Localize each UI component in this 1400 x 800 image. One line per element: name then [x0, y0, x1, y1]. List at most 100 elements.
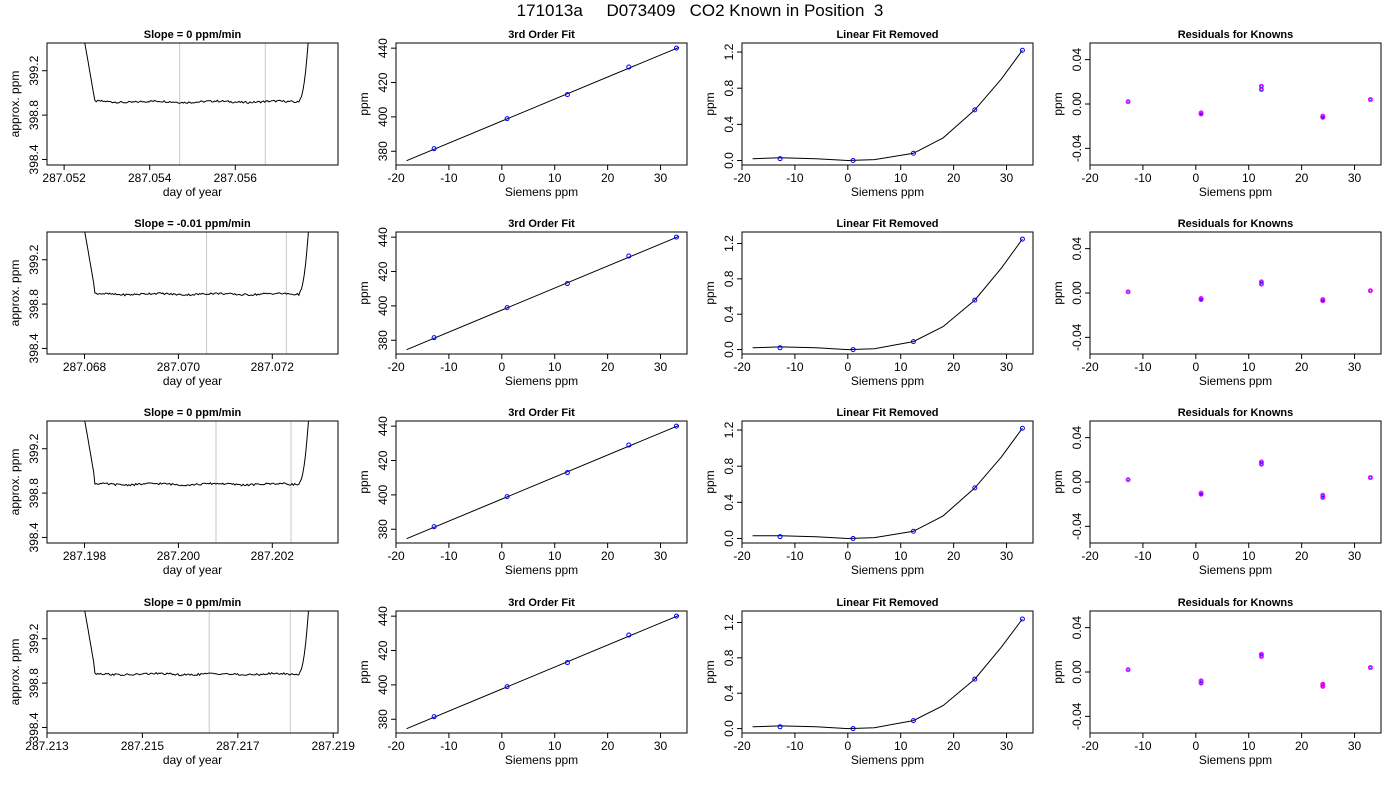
- data-point: [1320, 114, 1326, 120]
- data-point: [850, 726, 856, 732]
- plot-frame: [395, 231, 688, 355]
- data-point: [504, 305, 510, 311]
- chart-panel-r3c1: Slope = 0 ppm/min 287.198 287.200 287.202 39…: [8, 407, 339, 577]
- x-tick-label: -20: [1081, 360, 1099, 374]
- data-point: [1019, 425, 1025, 431]
- data-point: [1258, 461, 1264, 467]
- y-tick-label: 0.04: [1070, 426, 1084, 450]
- y-tick-label: 399.2: [27, 433, 41, 463]
- plot-frame: [46, 420, 339, 544]
- y-tick-label: 0.4: [722, 494, 736, 511]
- data-point: [1125, 477, 1131, 483]
- data-point-overlay: [1126, 668, 1130, 672]
- y-axis-label: ppm: [703, 92, 717, 115]
- y-tick-label: 440: [376, 606, 390, 626]
- data-point: [1320, 298, 1326, 304]
- chart-panel-r1c3: Linear Fit Removed -20 -10 0 10 20 30 0.0 0.4 0.8…: [703, 29, 1034, 199]
- chart-panel-r1c2: 3rd Order Fit -20 -10 0 10 20 30 380 400 420 440 Si…: [357, 29, 688, 199]
- y-tick-label: 0.8: [722, 270, 736, 287]
- data-point: [564, 92, 570, 98]
- panel-title: Linear Fit Removed: [836, 218, 938, 230]
- x-tick-label: 30: [654, 549, 668, 563]
- data-point: [673, 613, 679, 619]
- x-tick-label: 0: [844, 739, 851, 753]
- y-tick-label: 400: [376, 675, 390, 695]
- data-point: [564, 470, 570, 476]
- x-tick-label: 287.215: [121, 739, 165, 753]
- y-tick-label: -0.04: [1070, 134, 1084, 162]
- panel-title: Residuals for Knowns: [1178, 29, 1294, 41]
- x-axis-label: Siemens ppm: [851, 753, 924, 767]
- y-tick-label: 0.0: [722, 720, 736, 737]
- y-tick-label: 420: [376, 72, 390, 92]
- y-tick-label: 400: [376, 296, 390, 316]
- x-axis-label: Siemens ppm: [851, 563, 924, 577]
- data-point: [1258, 459, 1264, 465]
- y-axis-label: ppm: [1051, 470, 1065, 493]
- plot-frame: [1089, 42, 1382, 166]
- data-point: [850, 347, 856, 353]
- x-tick-label: 20: [601, 171, 615, 185]
- data-point: [910, 339, 916, 345]
- y-tick-label: 0.00: [1070, 281, 1084, 305]
- data-point: [1367, 665, 1373, 671]
- data-point: [910, 718, 916, 724]
- y-tick-label: 398.4: [27, 522, 41, 552]
- plot-frame: [741, 610, 1034, 734]
- x-tick-label: 10: [1242, 549, 1256, 563]
- x-tick-label: 20: [601, 360, 615, 374]
- x-tick-label: 0: [498, 549, 505, 563]
- plot-frame: [741, 42, 1034, 166]
- x-tick-label: -10: [786, 171, 804, 185]
- plot-area: [84, 232, 309, 354]
- data-point: [626, 64, 632, 70]
- data-point: [673, 234, 679, 240]
- x-tick-label: -10: [440, 360, 458, 374]
- x-tick-label: -10: [440, 549, 458, 563]
- x-tick-label: 20: [947, 739, 961, 753]
- chart-panel-r3c4: Residuals for Knowns -20 -10 0 10 20 30 -0.04 0.…: [1051, 407, 1382, 577]
- x-tick-label: -20: [733, 739, 751, 753]
- plot-area: [752, 236, 1025, 353]
- y-tick-label: 0.00: [1070, 470, 1084, 494]
- data-point: [431, 335, 437, 341]
- y-tick-label: 398.8: [27, 478, 41, 508]
- y-tick-label: 398.4: [27, 144, 41, 174]
- concentration-trace: [84, 421, 309, 487]
- x-tick-label: 0: [844, 360, 851, 374]
- x-tick-label: 10: [1242, 739, 1256, 753]
- plot-frame: [741, 231, 1034, 355]
- plot-frame: [395, 610, 688, 734]
- y-tick-label: 400: [376, 107, 390, 127]
- chart-panel-r2c3: Linear Fit Removed -20 -10 0 10 20 30 0.0 0.4 0.8…: [703, 218, 1034, 388]
- y-tick-label: -0.04: [1070, 702, 1084, 730]
- data-point-overlay: [1321, 496, 1325, 499]
- plot-area: [406, 423, 680, 540]
- data-point-overlay: [1199, 681, 1203, 685]
- data-point: [431, 714, 437, 720]
- panel-title: Residuals for Knowns: [1178, 218, 1294, 230]
- y-tick-label: 0.04: [1070, 237, 1084, 261]
- x-tick-label: 30: [1000, 360, 1014, 374]
- x-tick-label: 30: [654, 739, 668, 753]
- plot-frame: [395, 42, 688, 166]
- x-tick-label: 287.052: [42, 171, 86, 185]
- data-point: [972, 676, 978, 682]
- x-tick-label: 30: [1000, 549, 1014, 563]
- plot-area: [406, 613, 680, 730]
- y-tick-label: 440: [376, 416, 390, 436]
- data-point: [1367, 97, 1373, 103]
- panel-title: Slope = 0 ppm/min: [144, 407, 242, 419]
- data-point: [777, 156, 783, 162]
- x-tick-label: 30: [1348, 549, 1362, 563]
- y-axis-label: ppm: [1051, 660, 1065, 683]
- y-tick-label: -0.04: [1070, 512, 1084, 540]
- data-point: [1198, 491, 1204, 497]
- y-axis-label: ppm: [1051, 281, 1065, 304]
- x-axis-label: Siemens ppm: [505, 563, 578, 577]
- y-axis-label: ppm: [703, 660, 717, 683]
- y-tick-label: 0.0: [722, 152, 736, 169]
- panel-title: Residuals for Knowns: [1178, 407, 1294, 419]
- x-axis-label: Siemens ppm: [1199, 563, 1272, 577]
